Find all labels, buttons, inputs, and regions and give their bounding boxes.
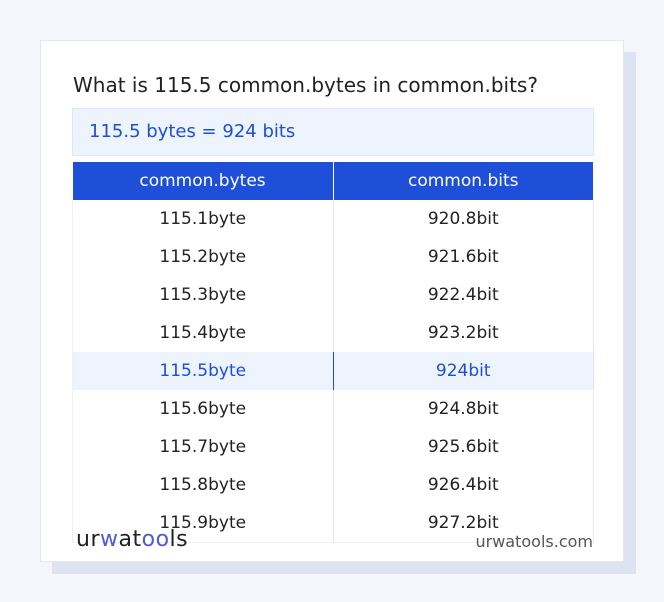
bits-cell: 924bit <box>332 352 594 390</box>
urwatools-logo: urwatools <box>76 527 189 552</box>
site-name: urwatools.com <box>475 532 594 551</box>
bits-cell: 923.2bit <box>332 314 594 352</box>
bytes-cell: 115.4byte <box>72 314 334 352</box>
bits-cell: 920.8bit <box>332 200 594 238</box>
bytes-cell: 115.7byte <box>72 428 334 466</box>
table-row: 115.1byte 920.8bit <box>72 200 594 238</box>
bits-cell: 921.6bit <box>332 238 594 276</box>
page-title: What is 115.5 common.bytes in common.bit… <box>73 73 538 97</box>
bytes-cell: 115.1byte <box>72 200 334 238</box>
bytes-cell: 115.3byte <box>72 276 334 314</box>
bits-cell: 927.2bit <box>332 504 594 543</box>
bytes-cell: 115.9byte <box>72 504 334 543</box>
table-row: 115.4byte 923.2bit <box>72 314 594 352</box>
bytes-cell: 115.8byte <box>72 466 334 504</box>
bytes-cell: 115.6byte <box>72 390 334 428</box>
bits-cell: 922.4bit <box>332 276 594 314</box>
table-row: 115.2byte 921.6bit <box>72 238 594 276</box>
table-row: 115.9byte 927.2bit <box>72 504 594 543</box>
bits-cell: 926.4bit <box>332 466 594 504</box>
bits-cell: 925.6bit <box>332 428 594 466</box>
column-header-bits: common.bits <box>333 162 594 200</box>
column-header-bytes: common.bytes <box>72 162 334 200</box>
converter-card: What is 115.5 common.bytes in common.bit… <box>40 40 624 562</box>
table-row: 115.5byte 924bit <box>72 352 594 390</box>
conversion-table: common.bytes common.bits 115.1byte 920.8b… <box>72 162 594 543</box>
table-header: common.bytes common.bits <box>72 162 594 200</box>
bytes-cell: 115.5byte <box>72 352 334 390</box>
bytes-cell: 115.2byte <box>72 238 334 276</box>
result-box: 115.5 bytes = 924 bits <box>72 108 594 156</box>
table-row: 115.3byte 922.4bit <box>72 276 594 314</box>
table-row: 115.6byte 924.8bit <box>72 390 594 428</box>
table-row: 115.7byte 925.6bit <box>72 428 594 466</box>
bits-cell: 924.8bit <box>332 390 594 428</box>
table-row: 115.8byte 926.4bit <box>72 466 594 504</box>
